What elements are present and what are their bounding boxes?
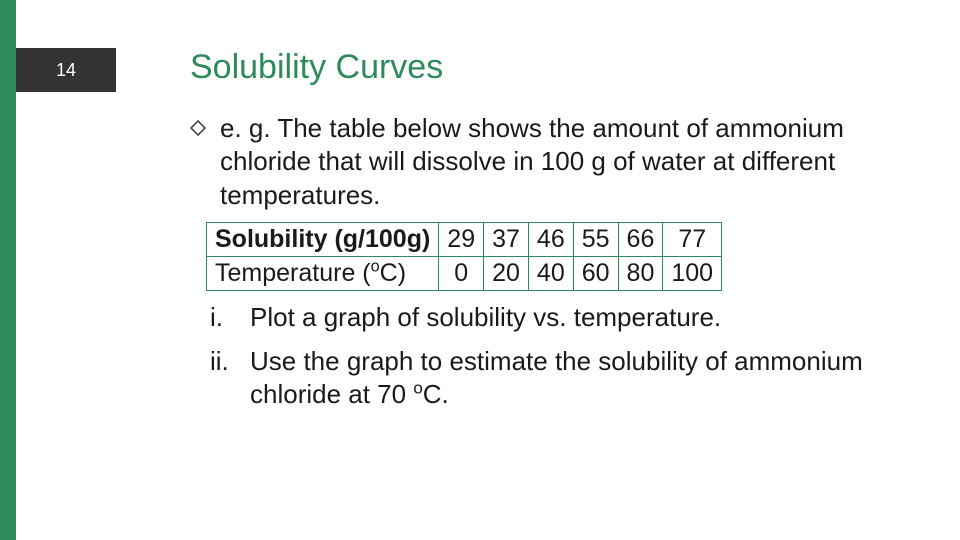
cell: 0 bbox=[439, 256, 484, 290]
cell: 55 bbox=[573, 222, 618, 256]
content-area: e. g. The table below shows the amount o… bbox=[190, 112, 910, 412]
cell: 29 bbox=[439, 222, 484, 256]
cell: 77 bbox=[663, 222, 722, 256]
page-title: Solubility Curves bbox=[190, 48, 443, 87]
task-list: i. Plot a graph of solubility vs. temper… bbox=[190, 301, 910, 412]
list-marker: i. bbox=[210, 301, 244, 335]
cell: 66 bbox=[618, 222, 663, 256]
list-item: i. Plot a graph of solubility vs. temper… bbox=[210, 301, 910, 335]
cell: 20 bbox=[484, 256, 529, 290]
intro-text: e. g. The table below shows the amount o… bbox=[220, 113, 844, 210]
cell: 60 bbox=[573, 256, 618, 290]
list-marker: ii. bbox=[210, 345, 244, 379]
task-text: Plot a graph of solubility vs. temperatu… bbox=[250, 302, 721, 332]
cell: 100 bbox=[663, 256, 722, 290]
cell: 37 bbox=[484, 222, 529, 256]
row-label: Temperature (oC) bbox=[207, 256, 439, 290]
cell: 80 bbox=[618, 256, 663, 290]
table-row: Temperature (oC) 0 20 40 60 80 100 bbox=[207, 256, 722, 290]
cell: 40 bbox=[528, 256, 573, 290]
page-number-badge: 14 bbox=[16, 48, 116, 92]
accent-bar bbox=[0, 0, 16, 540]
solubility-table: Solubility (g/100g) 29 37 46 55 66 77 Te… bbox=[206, 222, 722, 291]
table-row: Solubility (g/100g) 29 37 46 55 66 77 bbox=[207, 222, 722, 256]
row-label: Solubility (g/100g) bbox=[207, 222, 439, 256]
task-text: Use the graph to estimate the solubility… bbox=[250, 346, 863, 410]
diamond-bullet-icon bbox=[190, 120, 206, 136]
page-number: 14 bbox=[56, 60, 76, 81]
list-item: ii. Use the graph to estimate the solubi… bbox=[210, 345, 910, 413]
cell: 46 bbox=[528, 222, 573, 256]
intro-bullet: e. g. The table below shows the amount o… bbox=[190, 112, 910, 212]
